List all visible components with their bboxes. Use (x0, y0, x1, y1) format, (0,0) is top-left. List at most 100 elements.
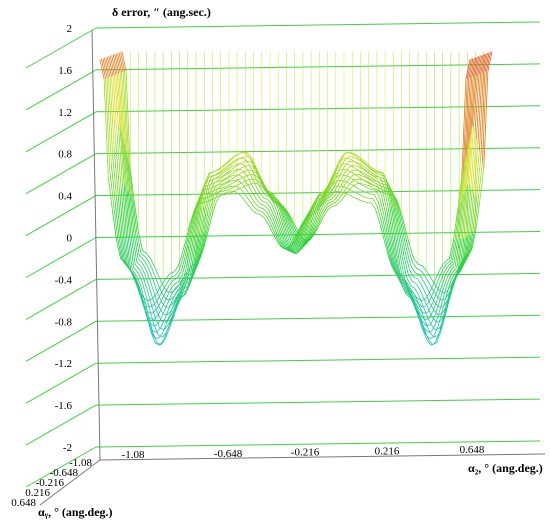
surface-mesh-segment (140, 256, 144, 260)
surface-mesh-segment (204, 197, 208, 198)
surface-mesh-segment (404, 256, 408, 274)
surface-mesh-segment (258, 196, 262, 201)
surface-mesh-segment (212, 201, 216, 214)
surface-mesh-segment (372, 190, 376, 191)
surface-mesh-segment (412, 262, 416, 268)
surface-mesh-segment (347, 194, 351, 196)
surface-mesh-segment (240, 195, 244, 200)
surface-mesh-segment (368, 188, 372, 189)
surface-mesh-segment (272, 205, 276, 215)
z-tick-label: 0.4 (58, 191, 72, 203)
surface-mesh-segment (158, 308, 162, 316)
y-tick-label: 0.648 (11, 497, 36, 509)
z-tick-labels: 21.61.20.80.40-0.4-0.8-1.2-1.6-2 (55, 23, 73, 454)
surface-mesh-segment (363, 186, 367, 188)
surface-mesh-segment (426, 271, 430, 277)
surface-mesh-segment (143, 251, 147, 254)
surface-mesh-segment (273, 219, 277, 230)
surface-mesh-segment (254, 207, 258, 211)
surface-mesh-segment (255, 185, 259, 193)
surface-mesh-segment (174, 282, 178, 284)
surface-mesh-segment (336, 202, 340, 205)
surface-mesh-segment (258, 210, 262, 211)
surface-mesh-segment (332, 206, 336, 207)
surface-mesh-segment (369, 198, 373, 199)
surface-mesh-segment (155, 294, 159, 306)
surface-mesh-segment (231, 172, 235, 175)
z-tick-label: 2 (67, 23, 73, 35)
surface-mesh-segment (420, 291, 424, 300)
surface-mesh-segment (269, 225, 273, 233)
surface-mesh-segment (355, 198, 359, 200)
z-tick-label: -0.8 (55, 316, 73, 328)
surface-mesh-segment (341, 180, 345, 181)
surface-mesh-segment (271, 221, 275, 231)
surface-mesh-segment (334, 200, 338, 204)
surface-mesh-segment (423, 281, 427, 289)
surface-mesh-segment (333, 197, 337, 201)
surface-mesh-segment (165, 286, 169, 294)
surface-mesh-segment (248, 205, 252, 210)
surface-mesh-segment (265, 206, 269, 211)
surface-mesh-segment (363, 202, 367, 203)
surface-mesh-segment (262, 201, 266, 203)
surface-mesh-segment (155, 268, 159, 278)
surface-mesh-segment (358, 175, 362, 176)
surface-mesh-segment (147, 306, 151, 307)
surface-mesh-segment (250, 181, 254, 189)
surface-mesh-segment (259, 207, 263, 208)
surface-mesh-segment (370, 194, 374, 195)
surface-mesh-segment (181, 257, 185, 272)
surface-mesh-segment (137, 262, 141, 266)
x-tick-label: -1.08 (122, 449, 145, 461)
surface-mesh-segment (422, 266, 426, 271)
surface-mesh-segment (249, 201, 253, 207)
surface-mesh-segment (360, 195, 364, 197)
surface-mesh-segment (447, 260, 451, 263)
surface-mesh-segment (430, 332, 434, 337)
surface-mesh-segment (144, 260, 148, 267)
surface-mesh-segment (213, 170, 217, 172)
surface-mesh-segment (418, 264, 422, 266)
surface-mesh-segment (200, 198, 204, 199)
surface-mesh-segment (375, 209, 379, 222)
surface-mesh-segment (369, 186, 373, 188)
x-tick-label: -0.648 (214, 448, 243, 460)
z-tick-label: -2 (63, 442, 72, 454)
surface-mesh-segment (414, 259, 418, 264)
surface-mesh-segment (248, 185, 252, 192)
surface-mesh-segment (138, 259, 142, 263)
surface-mesh-segment (340, 197, 344, 202)
surface-mesh-segment (407, 251, 411, 266)
surface-wireframe (100, 51, 492, 345)
surface-mesh-segment (171, 311, 175, 322)
z-tick-label: 1.2 (58, 107, 72, 119)
surface-mesh-segment (427, 316, 431, 325)
surface-mesh-segment (244, 200, 248, 205)
surface-mesh-segment (414, 277, 418, 279)
surface-mesh-segment (355, 166, 359, 167)
surface-mesh-segment (346, 166, 350, 170)
surface-mesh-segment (448, 262, 452, 266)
z-gridline-back (96, 357, 540, 363)
surface-mesh-segment (153, 331, 157, 333)
surface-mesh-segment (423, 306, 427, 317)
surface-mesh-segment (230, 182, 234, 184)
x-tick-label: -0.216 (291, 447, 320, 459)
surface-mesh-segment (411, 266, 415, 273)
x-axis-title: α₂, ° (ang.deg.) (468, 461, 543, 475)
surface-mesh-segment (351, 196, 355, 198)
surface-mesh-segment (157, 328, 161, 333)
surface-mesh-segment (169, 281, 173, 287)
surface-mesh-segment (478, 163, 482, 200)
surface-mesh-segment (365, 184, 369, 186)
surface-mesh-segment (416, 284, 420, 291)
surface-mesh-segment (350, 183, 354, 185)
surface-mesh-segment (322, 208, 326, 215)
z-gridline-back (96, 399, 540, 405)
surface-mesh-segment (242, 170, 246, 174)
surface-mesh-segment (170, 272, 174, 274)
surface-mesh-segment (114, 148, 118, 195)
z-tick-label: 0.8 (58, 149, 72, 161)
